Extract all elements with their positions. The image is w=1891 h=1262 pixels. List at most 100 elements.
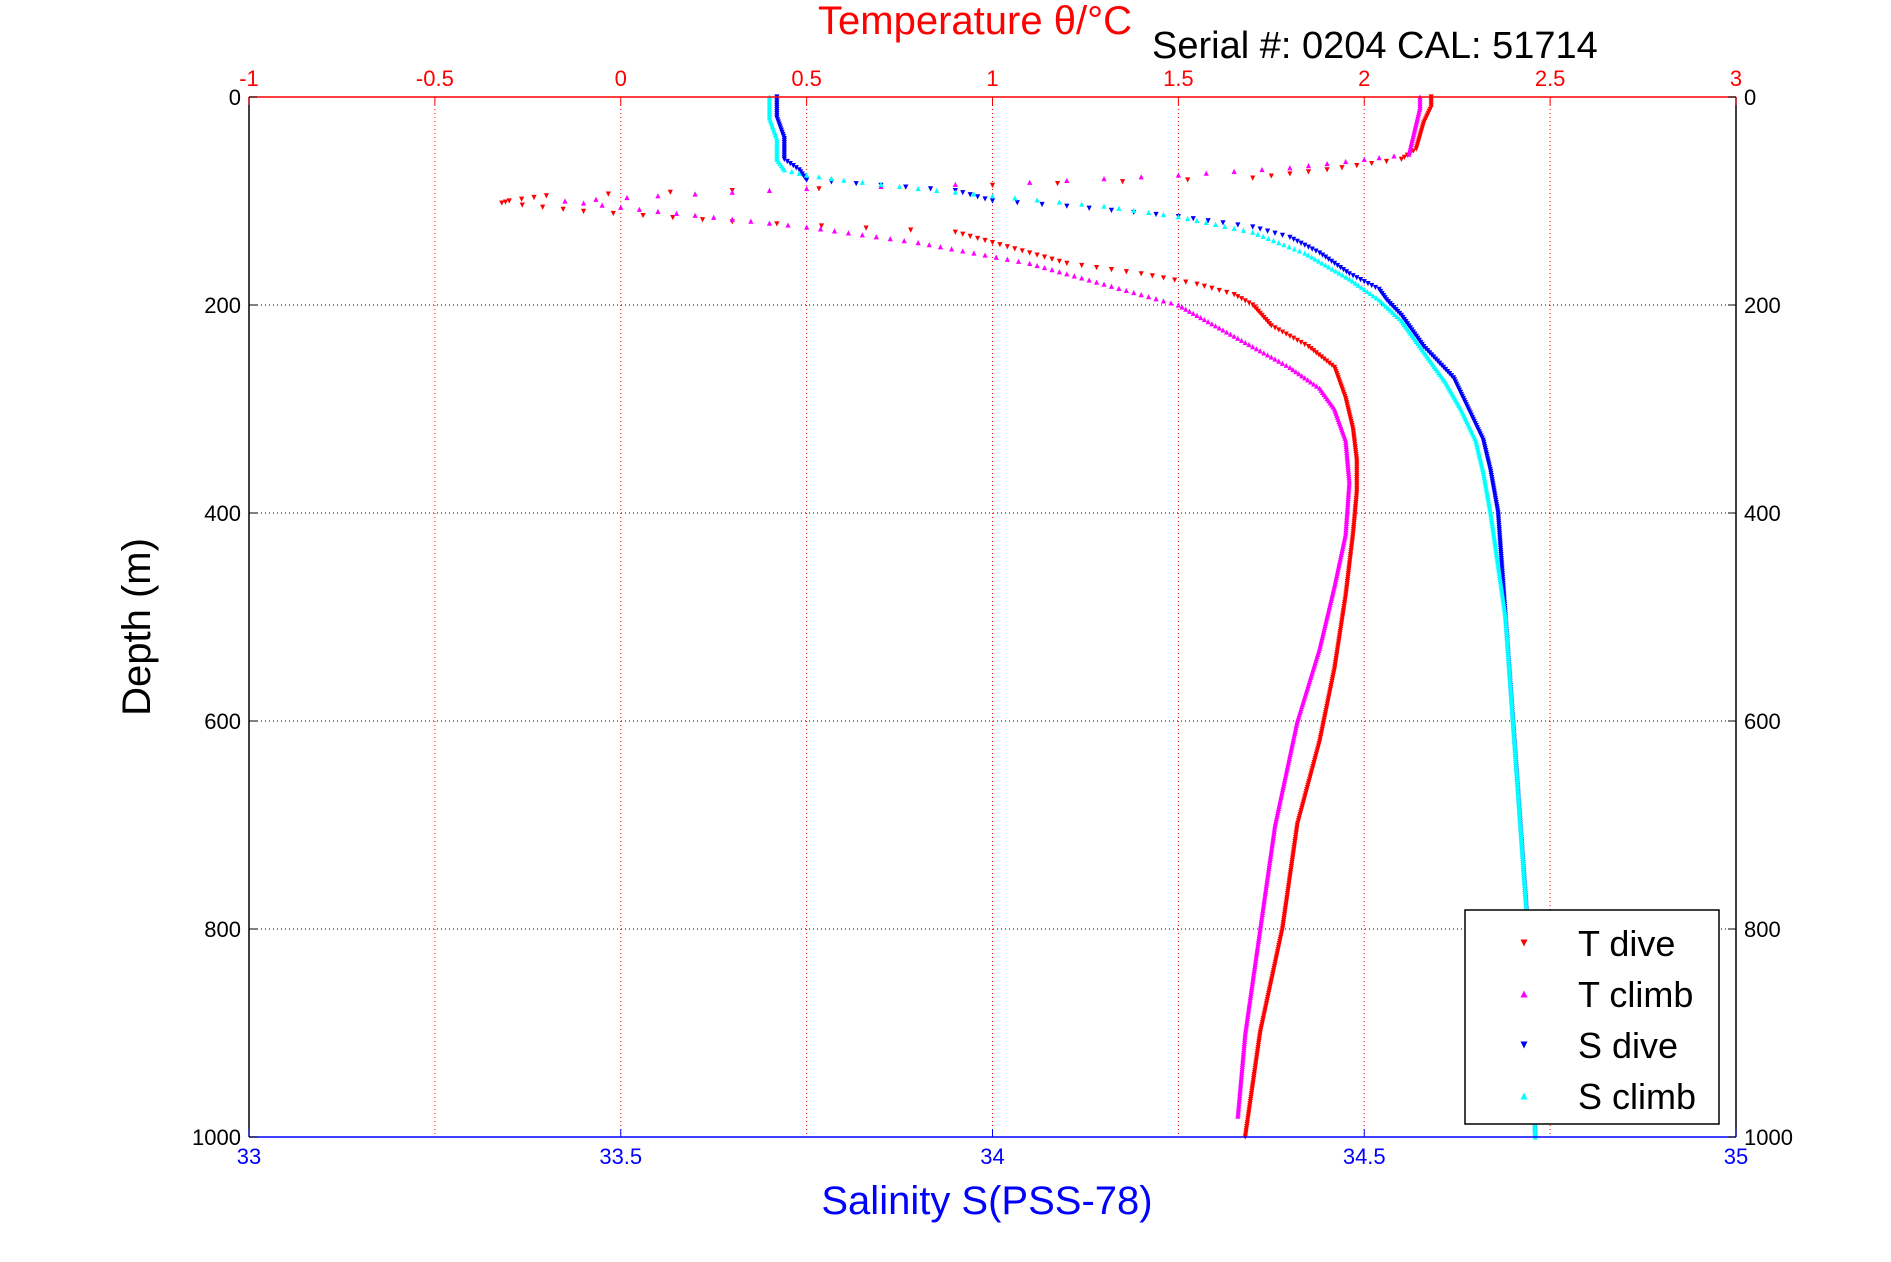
- legend-label: S dive: [1578, 1025, 1678, 1066]
- data-point: [1343, 158, 1349, 165]
- data-point: [1261, 899, 1267, 905]
- data-point: [1260, 905, 1266, 911]
- data-point: [1190, 216, 1196, 222]
- data-point: [1322, 254, 1329, 260]
- data-point: [1254, 945, 1261, 951]
- data-point: [1248, 990, 1254, 997]
- data-point: [1259, 913, 1265, 920]
- series-t-climb: [562, 94, 1423, 1119]
- data-point: [1185, 177, 1191, 183]
- data-point: [1194, 217, 1200, 224]
- data-point: [1299, 373, 1305, 379]
- data-point: [1391, 153, 1397, 159]
- data-point: [1481, 472, 1487, 479]
- data-point: [1243, 1024, 1249, 1030]
- data-point: [1262, 888, 1269, 895]
- data-point: [1392, 311, 1398, 317]
- data-point: [1485, 495, 1491, 502]
- data-point: [960, 248, 966, 254]
- data-point: [1316, 352, 1322, 358]
- data-point: [1500, 599, 1507, 606]
- data-point: [1263, 886, 1269, 893]
- data-point: [1413, 146, 1419, 152]
- data-point: [853, 181, 859, 187]
- data-point: [817, 226, 824, 232]
- data-point: [1250, 344, 1256, 350]
- data-point: [1256, 936, 1262, 942]
- data-point: [1498, 585, 1504, 591]
- data-point: [1350, 273, 1356, 279]
- data-point: [1201, 316, 1207, 323]
- data-point: [1302, 341, 1308, 348]
- data-point: [1242, 339, 1248, 346]
- depth-tick-label-left: 200: [204, 293, 241, 318]
- data-point: [1064, 271, 1070, 277]
- data-point: [1302, 242, 1308, 248]
- temperature-tick-label: -0.5: [416, 66, 454, 91]
- data-point: [1231, 333, 1237, 339]
- data-point: [1093, 279, 1100, 285]
- data-point: [1283, 331, 1289, 337]
- data-point: [1259, 909, 1266, 915]
- data-point: [1246, 1003, 1252, 1009]
- data-point: [1329, 362, 1335, 368]
- data-point: [1209, 321, 1215, 327]
- data-point: [1250, 175, 1256, 181]
- data-point: [1264, 228, 1271, 234]
- temperature-tick-label: -1: [239, 66, 259, 91]
- data-point: [1034, 197, 1040, 203]
- data-point: [1242, 298, 1248, 304]
- data-point: [1502, 610, 1508, 616]
- data-point: [1387, 307, 1393, 313]
- data-point: [1247, 995, 1253, 1001]
- data-point: [1319, 260, 1325, 266]
- data-point: [1220, 327, 1226, 333]
- data-point: [543, 193, 549, 199]
- legend-marker: [1520, 939, 1528, 947]
- data-point: [1256, 934, 1262, 940]
- data-point: [952, 229, 958, 235]
- data-point: [1267, 853, 1274, 859]
- data-point: [997, 242, 1003, 248]
- data-point: [1378, 299, 1384, 305]
- data-point: [1337, 264, 1344, 271]
- data-point: [1041, 264, 1048, 271]
- data-point: [1272, 230, 1278, 236]
- data-point: [1224, 329, 1230, 335]
- data-point: [1484, 491, 1490, 497]
- data-point: [1309, 246, 1315, 252]
- data-point: [1256, 932, 1262, 938]
- data-point: [1201, 283, 1207, 289]
- data-point: [1108, 207, 1115, 213]
- data-point: [1485, 493, 1491, 499]
- data-point: [1499, 587, 1505, 593]
- data-point: [1488, 514, 1494, 520]
- data-point: [593, 196, 599, 202]
- data-point: [1224, 289, 1230, 296]
- data-point: [785, 222, 791, 228]
- data-point: [1186, 308, 1193, 314]
- data-point: [1496, 570, 1502, 576]
- depth-tick-label-right: 200: [1744, 293, 1781, 318]
- data-point: [1264, 880, 1270, 886]
- data-point: [1256, 930, 1263, 936]
- data-point: [1270, 832, 1277, 838]
- data-point: [1231, 292, 1237, 298]
- temperature-tick-label: 0.5: [791, 66, 822, 91]
- data-point: [1203, 170, 1209, 176]
- data-point: [519, 202, 525, 208]
- data-point: [1266, 864, 1272, 870]
- data-point: [1271, 830, 1277, 836]
- data-point: [699, 217, 706, 223]
- data-point: [1276, 240, 1282, 246]
- data-point: [499, 200, 505, 206]
- data-point: [1108, 267, 1115, 273]
- data-point: [1250, 976, 1256, 982]
- data-point: [982, 252, 988, 258]
- data-point: [1160, 211, 1167, 218]
- data-point: [960, 231, 966, 237]
- data-point: [887, 236, 893, 242]
- data-point: [1262, 893, 1268, 899]
- data-point: [1385, 305, 1391, 311]
- data-point: [1235, 1113, 1241, 1119]
